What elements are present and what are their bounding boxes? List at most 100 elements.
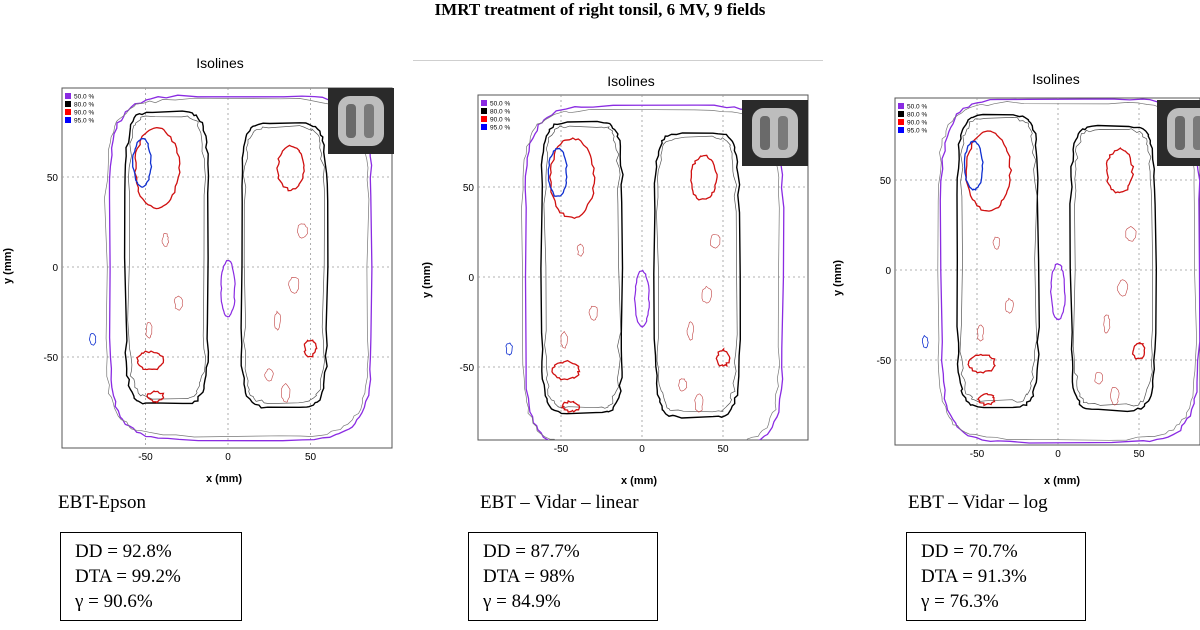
isoline-group [921, 98, 1200, 444]
y-tick-label: 50 [880, 176, 892, 187]
isoline-90-percent-film [1005, 297, 1014, 314]
stats-box: DD = 87.7% DTA = 98% γ = 84.9% [468, 532, 658, 621]
legend-swatch [898, 127, 904, 133]
isoline-95-percent [547, 147, 568, 197]
legend-swatch [65, 109, 71, 115]
legend-swatch [481, 108, 487, 114]
legend-swatch [898, 103, 904, 109]
dd-stat: DD = 70.7% [921, 541, 1018, 562]
legend-swatch [65, 117, 71, 123]
panel-title: Isolines [1032, 71, 1080, 87]
x-tick-label: 0 [639, 444, 645, 455]
isoline-50-percent-center [633, 269, 650, 328]
isoline-80-percent-left [540, 120, 624, 415]
y-tick-label: 50 [47, 173, 59, 184]
gamma-stat: γ = 84.9% [483, 591, 561, 612]
dta-stat: DTA = 98% [483, 566, 575, 587]
isoline-90-percent-film [701, 285, 713, 304]
separator-line [413, 60, 823, 61]
legend-label: 95.0 % [490, 125, 510, 132]
legend-swatch [898, 119, 904, 125]
isoline-80-percent-left-film [543, 125, 622, 409]
stats-box: DD = 92.8% DTA = 99.2% γ = 90.6% [60, 532, 242, 621]
isoline-80-percent-right [240, 122, 329, 409]
x-tick-label: -50 [970, 449, 985, 460]
isoline-80-percent-right [653, 132, 742, 419]
isoline-80-percent-left [956, 113, 1041, 409]
y-tick-label: 0 [468, 273, 474, 284]
isoline-90-percent [1105, 147, 1135, 194]
isoline-90-percent-film [274, 310, 281, 331]
x-tick-label: -50 [554, 444, 569, 455]
y-tick-label: 0 [52, 263, 58, 274]
isoline-90-percent-film [1094, 372, 1104, 385]
film-thumbnail [742, 100, 808, 166]
isoline-90-percent-film [976, 324, 984, 342]
isoline-80-percent-right-film [1072, 128, 1154, 407]
method-caption: EBT – Vidar – linear [480, 492, 639, 513]
isoline-80-percent-right-film [656, 135, 738, 413]
isoline-90-percent [303, 339, 318, 358]
isoline-90-percent [146, 390, 165, 404]
y-tick-label: -50 [877, 356, 892, 367]
legend-label: 80.0 % [907, 112, 927, 119]
isoline-90-percent-film [992, 236, 1000, 250]
dta-stat: DTA = 99.2% [75, 566, 181, 587]
isoline-90-percent-film [281, 383, 291, 403]
isoline-90-percent [276, 144, 305, 192]
stats-box: DD = 70.7% DTA = 91.3% γ = 76.3% [906, 532, 1086, 621]
isoline-90-percent-film [173, 295, 183, 311]
legend-label: 80.0 % [490, 109, 510, 116]
isoline-90-percent [560, 399, 581, 413]
film-thumbnail [328, 88, 394, 154]
isoline-90-percent-film [1116, 279, 1129, 297]
legend-label: 50.0 % [490, 101, 510, 108]
legend-swatch [898, 111, 904, 117]
x-tick-label: -50 [138, 452, 153, 463]
thumbnail-film-outer [338, 96, 384, 146]
isoline-90-percent-film [1103, 314, 1111, 334]
isoline-90-percent-film [678, 378, 688, 392]
isoline-90-percent-film [288, 276, 300, 294]
thumbnail-film-gap-right [778, 116, 788, 150]
isoline-95-percent-edge [505, 342, 513, 356]
isoline-80-percent-left [123, 110, 210, 405]
isoline-90-percent-film [709, 234, 721, 249]
legend-label: 80.0 % [74, 102, 94, 109]
isoline-plot: -50 0 50 50 0 -50 50.0 %80.0 %90.0 %95.0 % [877, 97, 1200, 460]
isoline-90-percent [1131, 341, 1146, 360]
isoline-90-percent [715, 347, 731, 368]
isoline-95-percent-edge [921, 334, 929, 349]
isoline-90-percent-film [161, 233, 170, 247]
isoline-80-percent-right [1069, 124, 1158, 413]
x-tick-label: 50 [305, 452, 317, 463]
isoline-90-percent [551, 359, 581, 381]
film-thumbnail [1157, 100, 1200, 166]
dd-stat: DD = 92.8% [75, 541, 172, 562]
legend-swatch [481, 116, 487, 122]
legend-swatch [481, 124, 487, 130]
legend: 50.0 %80.0 %90.0 %95.0 % [898, 103, 927, 135]
legend-label: 95.0 % [907, 128, 927, 135]
isoline-80-percent-left-film [959, 117, 1038, 403]
thumbnail-film-gap-left [760, 116, 770, 150]
legend-swatch [65, 101, 71, 107]
x-tick-label: 50 [1133, 449, 1145, 460]
x-axis-label: x (mm) [206, 473, 243, 485]
thumbnail-film-gap-left [346, 104, 356, 138]
legend-label: 50.0 % [907, 104, 927, 111]
thumbnail-film-gap-left [1175, 116, 1185, 150]
isoline-90-percent [977, 392, 996, 407]
isoline-95-percent [131, 137, 153, 188]
legend-swatch [481, 100, 487, 106]
x-tick-label: 50 [717, 444, 729, 455]
method-caption: EBT – Vidar – log [908, 492, 1048, 513]
plot-frame [894, 97, 1200, 446]
panel-title: Isolines [607, 73, 655, 89]
isoline-90-percent [965, 130, 1013, 212]
panel-title: Isolines [196, 55, 244, 71]
legend-label: 90.0 % [490, 117, 510, 124]
isoline-90-percent-film [576, 243, 584, 257]
legend-label: 95.0 % [74, 118, 94, 125]
panel-vidar-log: Isolines y (mm) x (mm) -50 0 50 50 0 -50 50.0 … [826, 0, 1200, 630]
